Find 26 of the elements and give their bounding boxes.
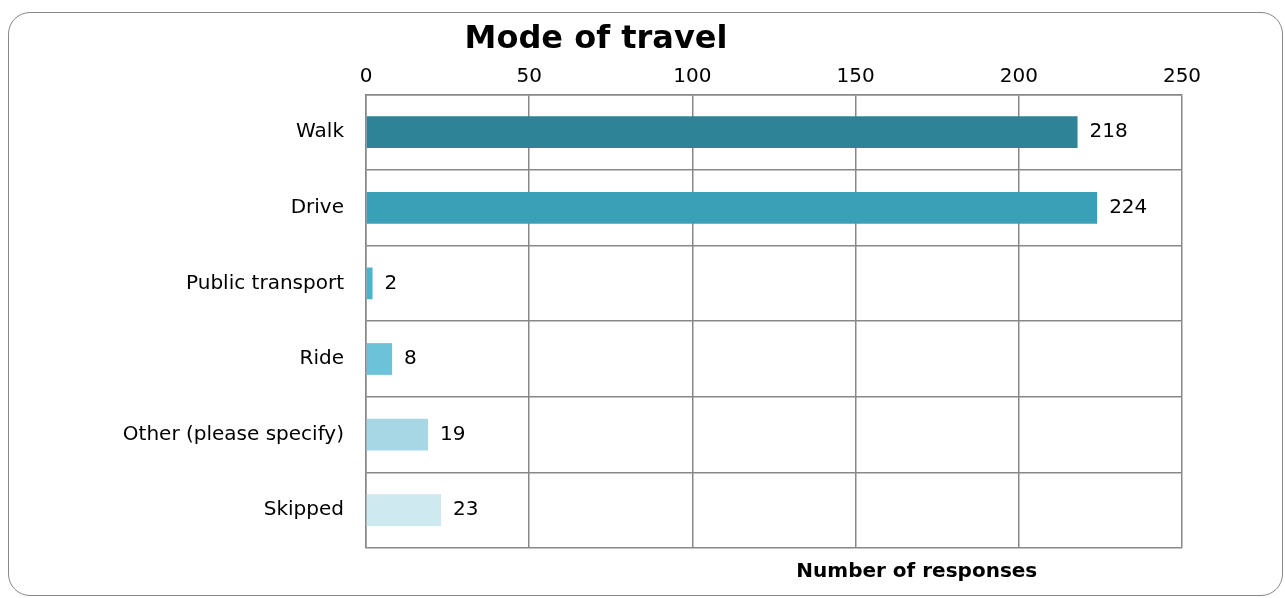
- data-label: 218: [1089, 118, 1128, 143]
- y-tick-label: Other (please specify): [122, 420, 344, 445]
- y-tick-label: Public transport: [186, 269, 345, 294]
- bar: [366, 494, 442, 527]
- data-label: 2: [384, 269, 398, 294]
- data-label: 19: [440, 420, 466, 445]
- data-label: 224: [1109, 194, 1148, 218]
- bar: [366, 191, 1098, 224]
- x-tick-label: 250: [1162, 62, 1202, 87]
- y-tick-label: Walk: [296, 118, 345, 143]
- chart-title: Mode of travel: [464, 17, 728, 56]
- bar: [366, 418, 429, 451]
- x-tick-label: 150: [836, 62, 875, 87]
- y-tick-label: Drive: [290, 194, 344, 218]
- x-tick-label: 200: [999, 62, 1038, 87]
- y-tick-label: Skipped: [263, 496, 344, 521]
- bar: [366, 116, 1078, 149]
- x-tick-label: 100: [673, 62, 712, 87]
- x-tick-label: 50: [516, 62, 542, 87]
- data-label: 8: [404, 345, 417, 370]
- bar: [366, 267, 373, 300]
- x-axis-title: Number of responses: [796, 558, 1038, 583]
- y-tick-label: Ride: [299, 345, 344, 370]
- bar: [366, 343, 393, 375]
- data-label: 23: [453, 496, 479, 521]
- x-tick-label: 0: [359, 62, 373, 87]
